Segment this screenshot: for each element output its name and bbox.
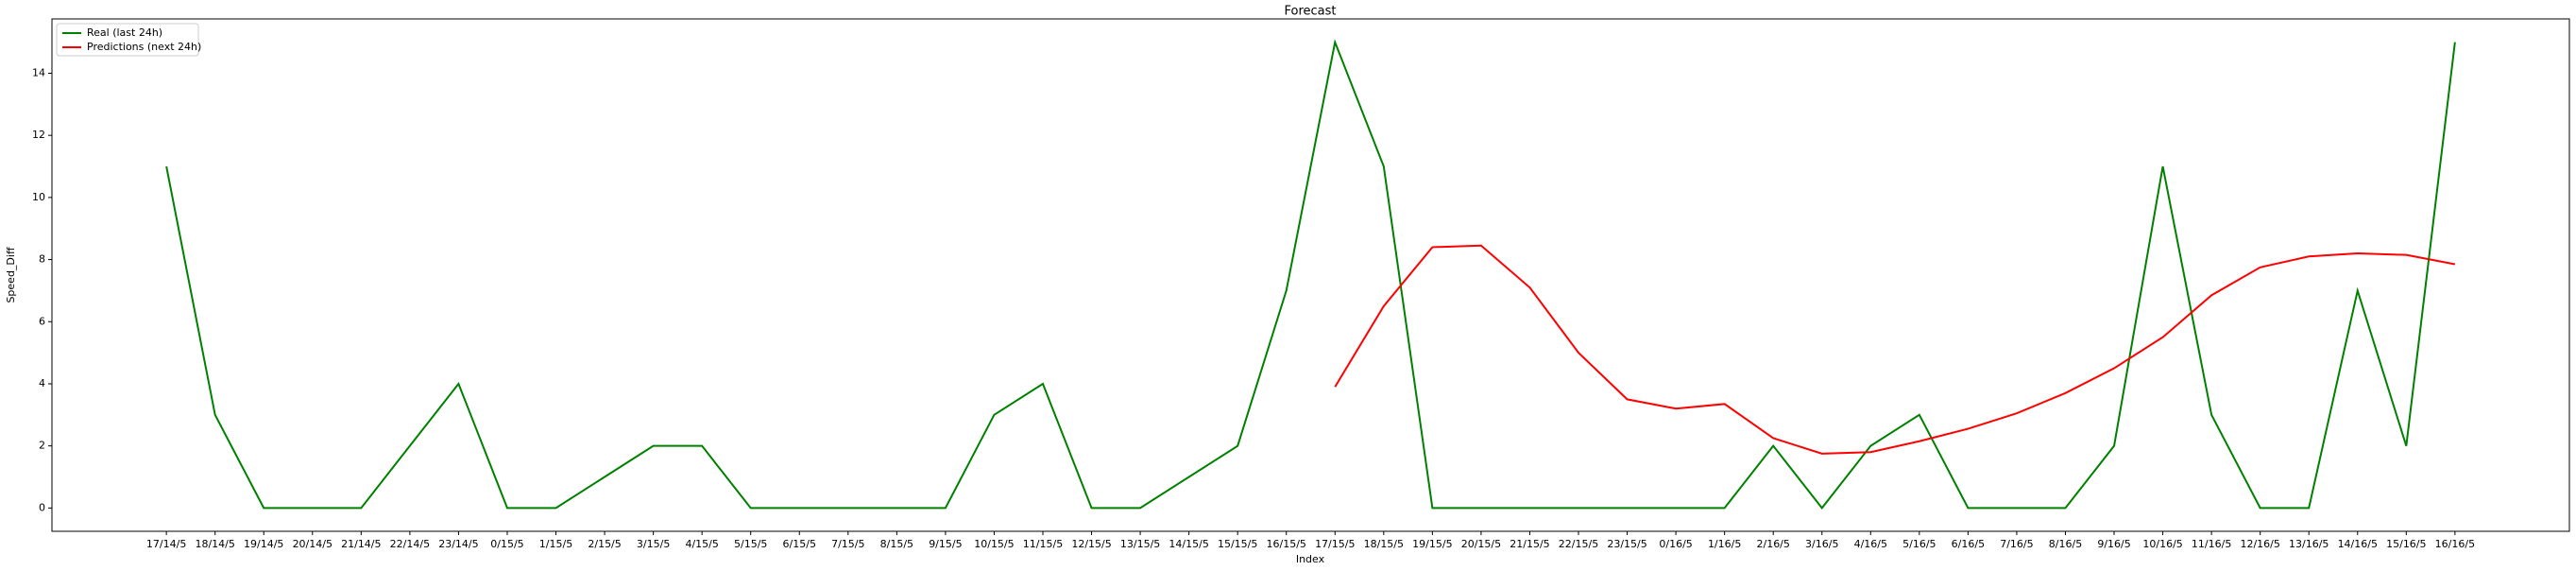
x-tick-label: 23/15/5: [1607, 538, 1646, 550]
y-tick-label: 2: [39, 440, 45, 452]
series-line: [165, 39, 2456, 510]
y-tick-label: 10: [32, 191, 45, 203]
x-tick-label: 15/15/5: [1218, 538, 1257, 550]
y-tick-label: 4: [39, 377, 45, 389]
x-tick-label: 16/16/5: [2435, 538, 2475, 550]
x-tick-label: 13/15/5: [1120, 538, 1160, 550]
x-tick-label: 4/15/5: [685, 538, 718, 550]
x-tick-label: 15/16/5: [2386, 538, 2426, 550]
x-tick-label: 3/16/5: [1805, 538, 1838, 550]
x-tick-label: 17/14/5: [146, 538, 186, 550]
x-tick-label: 16/15/5: [1267, 538, 1306, 550]
x-tick-label: 13/16/5: [2289, 538, 2329, 550]
x-tick-label: 6/15/5: [783, 538, 816, 550]
legend-label: Predictions (next 24h): [87, 41, 201, 53]
x-tick-label: 9/15/5: [929, 538, 962, 550]
x-tick-label: 14/15/5: [1169, 538, 1208, 550]
x-tick-label: 23/14/5: [438, 538, 478, 550]
x-tick-label: 10/15/5: [974, 538, 1014, 550]
x-tick-label: 2/15/5: [588, 538, 621, 550]
x-tick-label: 18/14/5: [195, 538, 234, 550]
x-tick-label: 20/14/5: [293, 538, 333, 550]
x-tick-label: 8/15/5: [880, 538, 913, 550]
legend-label: Real (last 24h): [87, 26, 162, 39]
x-tick-label: 12/16/5: [2240, 538, 2279, 550]
y-tick-label: 14: [32, 66, 45, 78]
y-tick-label: 0: [39, 501, 45, 513]
x-tick-label: 3/15/5: [637, 538, 670, 550]
x-axis-label: Index: [1296, 553, 1325, 565]
x-tick-label: 17/15/5: [1315, 538, 1355, 550]
y-tick-label: 6: [39, 315, 45, 327]
x-tick-label: 10/16/5: [2142, 538, 2182, 550]
x-tick-label: 19/14/5: [244, 538, 283, 550]
y-axis-label: Speed_Diff: [5, 247, 17, 303]
y-tick-label: 12: [32, 129, 45, 141]
x-tick-label: 19/15/5: [1412, 538, 1452, 550]
x-tick-label: 14/16/5: [2338, 538, 2378, 550]
x-tick-label: 21/15/5: [1510, 538, 1549, 550]
x-tick-label: 11/16/5: [2192, 538, 2231, 550]
x-tick-label: 0/15/5: [490, 538, 523, 550]
x-tick-label: 11/15/5: [1023, 538, 1063, 550]
x-tick-label: 20/15/5: [1461, 538, 1501, 550]
chart-title: Forecast: [1284, 5, 1336, 19]
legend-box: [56, 23, 199, 57]
x-tick-label: 5/16/5: [1902, 538, 1936, 550]
x-tick-label: 22/14/5: [390, 538, 430, 550]
series-line: [1334, 244, 2456, 455]
x-tick-label: 1/15/5: [539, 538, 572, 550]
x-tick-label: 18/15/5: [1364, 538, 1404, 550]
x-tick-label: 7/16/5: [2000, 538, 2033, 550]
x-tick-label: 0/16/5: [1659, 538, 1692, 550]
x-tick-label: 21/14/5: [341, 538, 381, 550]
x-tick-label: 22/15/5: [1559, 538, 1598, 550]
x-tick-label: 5/15/5: [734, 538, 767, 550]
x-tick-label: 6/16/5: [1952, 538, 1985, 550]
x-tick-label: 8/16/5: [2049, 538, 2082, 550]
plot-frame: [51, 18, 2570, 532]
x-tick-label: 4/16/5: [1854, 538, 1887, 550]
x-tick-label: 2/16/5: [1756, 538, 1789, 550]
x-tick-label: 7/15/5: [831, 538, 864, 550]
x-tick-label: 12/15/5: [1071, 538, 1111, 550]
y-tick-label: 8: [39, 253, 45, 266]
x-tick-label: 1/16/5: [1708, 538, 1741, 550]
x-tick-label: 9/16/5: [2097, 538, 2130, 550]
